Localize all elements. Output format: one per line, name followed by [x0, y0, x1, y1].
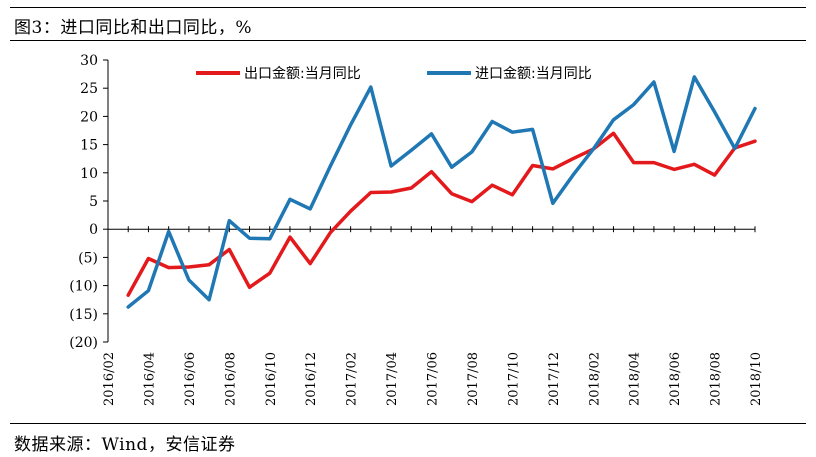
x-tick-label: 2016/10	[264, 352, 279, 406]
x-tick-label: 2017/04	[385, 352, 400, 406]
title-rule	[10, 40, 806, 41]
y-tick-label: 15	[80, 138, 98, 154]
x-tick-label: 2018/08	[709, 352, 724, 406]
x-tick-label: 2017/12	[547, 352, 562, 406]
y-tick-label: 30	[80, 53, 98, 69]
top-rule	[10, 7, 806, 8]
x-tick-label: 2018/02	[587, 352, 602, 406]
y-tick-label: (15)	[69, 307, 98, 323]
y-tick-label: 5	[89, 194, 98, 210]
legend-label: 出口金额:当月同比	[244, 66, 361, 82]
x-tick-label: 2016/06	[183, 352, 198, 406]
import-yoy-line	[126, 75, 757, 309]
x-tick-label: 2017/02	[345, 352, 360, 406]
x-tick-label: 2018/10	[749, 352, 764, 406]
bottom-rule	[10, 423, 806, 424]
y-tick-label: (10)	[69, 279, 98, 295]
x-tick-label: 2017/08	[466, 352, 481, 406]
x-tick-label: 2018/04	[628, 352, 643, 406]
y-axis-ticks: 30 25 20 15 10 5 0 (5) (10) (15) (20)	[69, 53, 108, 351]
legend-label: 进口金额:当月同比	[475, 66, 592, 82]
source-note: 数据来源：Wind，安信证券	[14, 435, 236, 455]
export-yoy-line	[126, 131, 757, 297]
y-tick-label: 25	[80, 81, 98, 97]
y-tick-label: 10	[80, 166, 98, 182]
x-tick-label: 2016/02	[102, 352, 117, 406]
y-tick-label: 20	[80, 109, 98, 125]
figure-title: 图3：进口同比和出口同比，%	[14, 18, 252, 38]
series-lines	[126, 75, 757, 309]
y-tick-label: (20)	[69, 335, 98, 351]
x-tick-label: 2017/10	[506, 352, 521, 406]
legend: 出口金额:当月同比 进口金额:当月同比	[196, 66, 592, 82]
x-tick-label: 2018/06	[668, 352, 683, 406]
x-tick-label: 2016/12	[304, 352, 319, 406]
x-axis-ticks: 2016/02 2016/04 2016/06 2016/08 2016/10 2016/…	[102, 226, 764, 406]
y-tick-label: (5)	[78, 250, 98, 266]
y-tick-label: 0	[89, 222, 98, 238]
x-tick-label: 2016/08	[223, 352, 238, 406]
x-tick-label: 2017/06	[426, 352, 441, 406]
x-tick-label: 2016/04	[142, 352, 157, 406]
axes	[107, 60, 755, 342]
